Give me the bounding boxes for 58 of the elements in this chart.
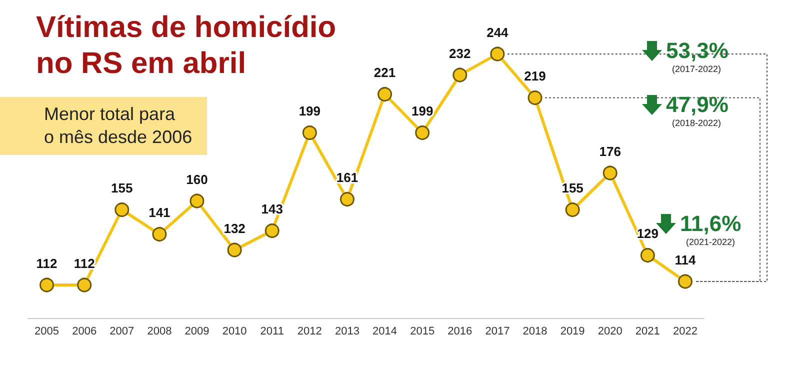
annotation: 53,3% xyxy=(666,38,728,64)
point xyxy=(152,227,167,242)
data-label: 160 xyxy=(186,172,208,187)
point xyxy=(114,202,130,217)
data-label: 232 xyxy=(449,46,471,61)
x-tick-label: 2014 xyxy=(372,326,398,338)
data-label: 112 xyxy=(74,256,95,271)
x-tick-label: 2012 xyxy=(297,326,322,338)
point xyxy=(77,278,92,292)
x-tick-label: 2006 xyxy=(72,326,97,338)
data-label: 112 xyxy=(36,256,58,271)
annotation: (2018-2022) xyxy=(672,118,722,128)
annotation: 47,9% xyxy=(666,92,728,118)
point xyxy=(452,68,468,82)
data-label: 244 xyxy=(486,24,510,40)
x-tick-label: 2007 xyxy=(110,326,134,338)
data-label: 219 xyxy=(524,68,546,84)
point xyxy=(565,202,580,217)
x-tick-label: 2019 xyxy=(560,326,585,338)
x-tick-label: 2018 xyxy=(522,326,548,338)
x-tick-label: 2005 xyxy=(34,326,60,338)
x-tick-label: 2008 xyxy=(147,326,172,338)
point xyxy=(40,278,54,292)
x-tick-label: 2015 xyxy=(410,326,435,338)
point xyxy=(227,242,242,258)
annotation: (2017-2022) xyxy=(672,64,722,74)
x-tick-label: 2020 xyxy=(598,326,622,338)
x-tick-label: 2017 xyxy=(485,326,510,338)
point xyxy=(528,90,542,105)
x-tick-label: 2022 xyxy=(672,326,698,338)
data-label: 176 xyxy=(599,144,621,159)
data-label: 132 xyxy=(224,220,246,236)
x-tick-label: 2011 xyxy=(260,326,284,338)
data-label: 199 xyxy=(411,104,434,118)
point xyxy=(490,46,505,62)
chart-title: Vítimas de homicídio no RS em abril xyxy=(36,10,336,82)
annotation: 11,6% xyxy=(680,211,742,237)
point xyxy=(602,166,618,180)
data-label: 114 xyxy=(674,252,696,268)
point xyxy=(415,126,430,140)
x-tick-label: 2013 xyxy=(334,326,360,338)
data-label: 155 xyxy=(111,180,133,196)
point xyxy=(302,126,317,140)
x-tick-label: 2016 xyxy=(448,326,472,338)
data-label: 199 xyxy=(298,104,321,118)
x-tick-label: 2021 xyxy=(635,326,660,338)
point xyxy=(190,194,204,208)
x-tick-label: 2009 xyxy=(184,326,210,338)
point xyxy=(640,248,655,262)
x-tick-label: 2010 xyxy=(222,326,247,338)
subtitle-box: Menor total para o mês desde 2006 xyxy=(0,97,207,155)
point xyxy=(378,87,392,102)
data-label: 141 xyxy=(148,205,170,220)
point xyxy=(264,224,280,238)
point xyxy=(678,274,692,289)
annotation: (2021-2022) xyxy=(686,237,736,247)
data-label: 221 xyxy=(374,65,396,80)
point xyxy=(340,192,354,206)
